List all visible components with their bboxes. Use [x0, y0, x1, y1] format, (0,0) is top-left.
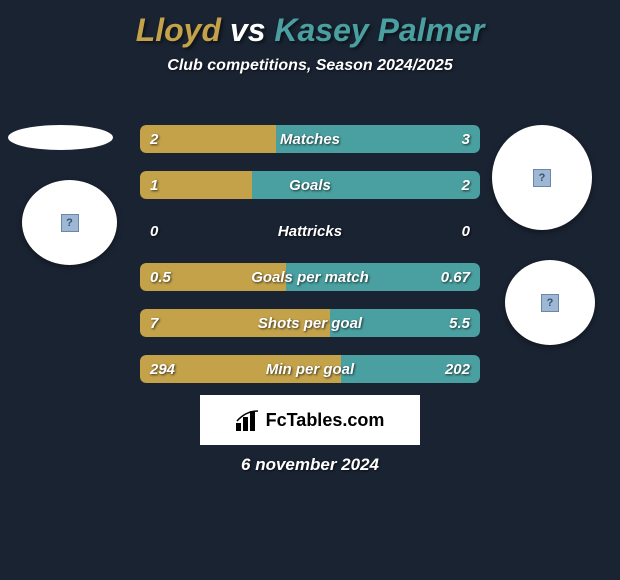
stat-row: 294202Min per goal [140, 355, 480, 383]
stat-label: Goals [140, 171, 480, 199]
stats-container: 23Matches 12Goals 00Hattricks 0.50.67Goals … [140, 125, 480, 401]
placeholder-icon [61, 214, 79, 232]
player2-avatar-large [492, 125, 592, 230]
player2-avatar-small [505, 260, 595, 345]
stat-row: 12Goals [140, 171, 480, 199]
placeholder-icon [541, 294, 559, 312]
placeholder-icon [533, 169, 551, 187]
player2-name: Kasey Palmer [274, 12, 484, 48]
stat-label: Goals per match [140, 263, 480, 291]
logo-text: FcTables.com [266, 410, 385, 431]
stat-row: 23Matches [140, 125, 480, 153]
stat-label: Hattricks [140, 217, 480, 245]
stat-row: 00Hattricks [140, 217, 480, 245]
vs-text: vs [221, 12, 274, 48]
logo-box: FcTables.com [200, 395, 420, 445]
stat-label: Min per goal [140, 355, 480, 383]
stat-label: Matches [140, 125, 480, 153]
date-text: 6 november 2024 [0, 455, 620, 475]
decorative-ellipse [8, 125, 113, 150]
subtitle: Club competitions, Season 2024/2025 [0, 57, 620, 75]
stat-row: 0.50.67Goals per match [140, 263, 480, 291]
player1-avatar [22, 180, 117, 265]
comparison-title: Lloyd vs Kasey Palmer [0, 0, 620, 49]
stat-row: 75.5Shots per goal [140, 309, 480, 337]
player1-name: Lloyd [136, 12, 221, 48]
stat-label: Shots per goal [140, 309, 480, 337]
fctables-icon [236, 409, 260, 431]
